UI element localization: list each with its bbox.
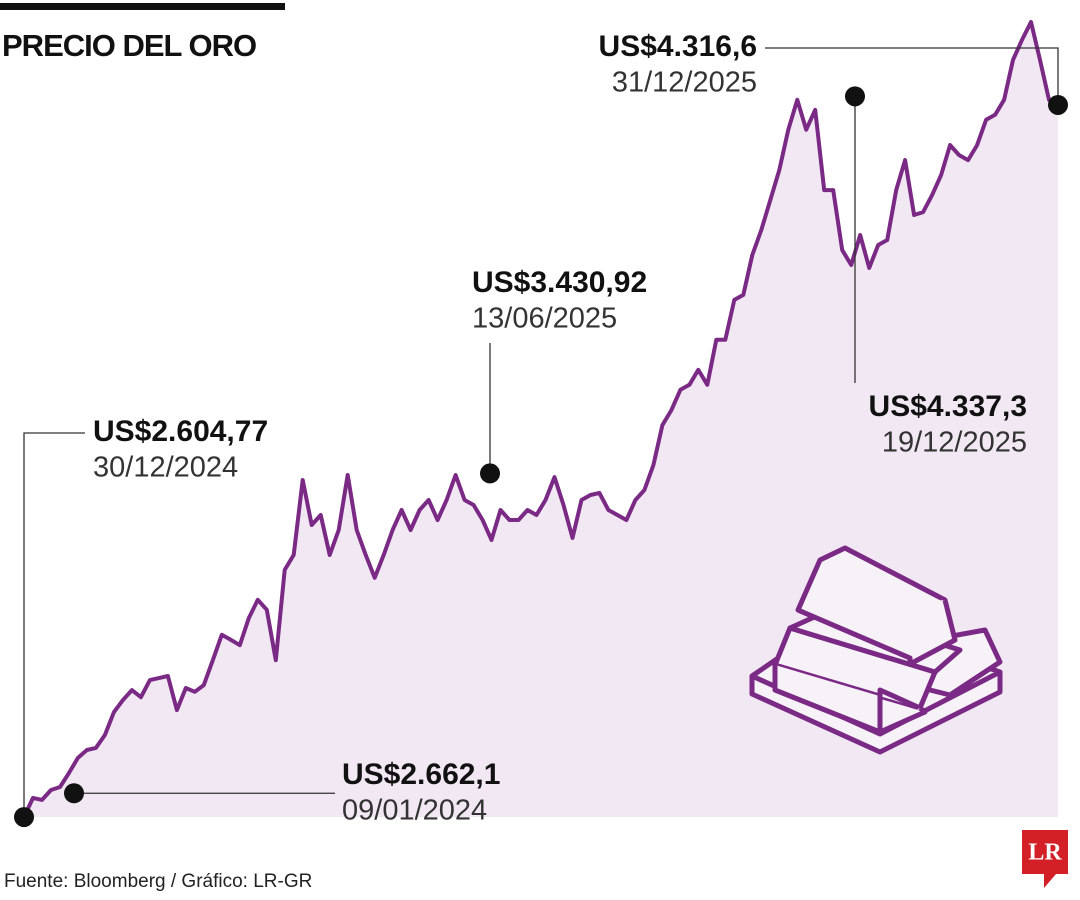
annotation-value: US$2.662,1 xyxy=(342,758,500,791)
area xyxy=(24,22,1058,817)
annotation-dot xyxy=(1048,94,1068,115)
annotation-value: US$3.430,92 xyxy=(472,266,647,299)
source-note: Fuente: Bloomberg / Gráfico: LR-GR xyxy=(4,871,312,892)
title-rule xyxy=(0,3,285,10)
annotation-date: 09/01/2024 xyxy=(342,795,487,827)
annotation-value: US$4.337,3 xyxy=(869,390,1027,423)
logo-text: LR xyxy=(1028,840,1062,866)
annotation-dot xyxy=(64,783,84,804)
gold-bars-icon xyxy=(749,545,1003,755)
leader-line xyxy=(23,432,85,818)
annotation-dot xyxy=(480,463,500,484)
chart-title: PRECIO DEL ORO xyxy=(2,28,256,63)
annotation-date: 19/12/2025 xyxy=(882,427,1027,459)
leader-line xyxy=(765,47,1059,105)
annotation-value: US$4.316,6 xyxy=(599,30,757,63)
price-line xyxy=(22,20,1060,818)
annotation-date: 31/12/2025 xyxy=(612,67,757,99)
annotation-date: 13/06/2025 xyxy=(472,303,617,335)
annotation-dot xyxy=(845,86,865,107)
plot: US$2.604,77 30/12/2024 US$2.662,1 09/01/202… xyxy=(14,20,1068,828)
logo: LR xyxy=(1022,830,1068,888)
annotation-date: 30/12/2024 xyxy=(93,452,238,484)
annotation-value: US$2.604,77 xyxy=(93,415,268,448)
annotation-dot xyxy=(14,807,34,828)
